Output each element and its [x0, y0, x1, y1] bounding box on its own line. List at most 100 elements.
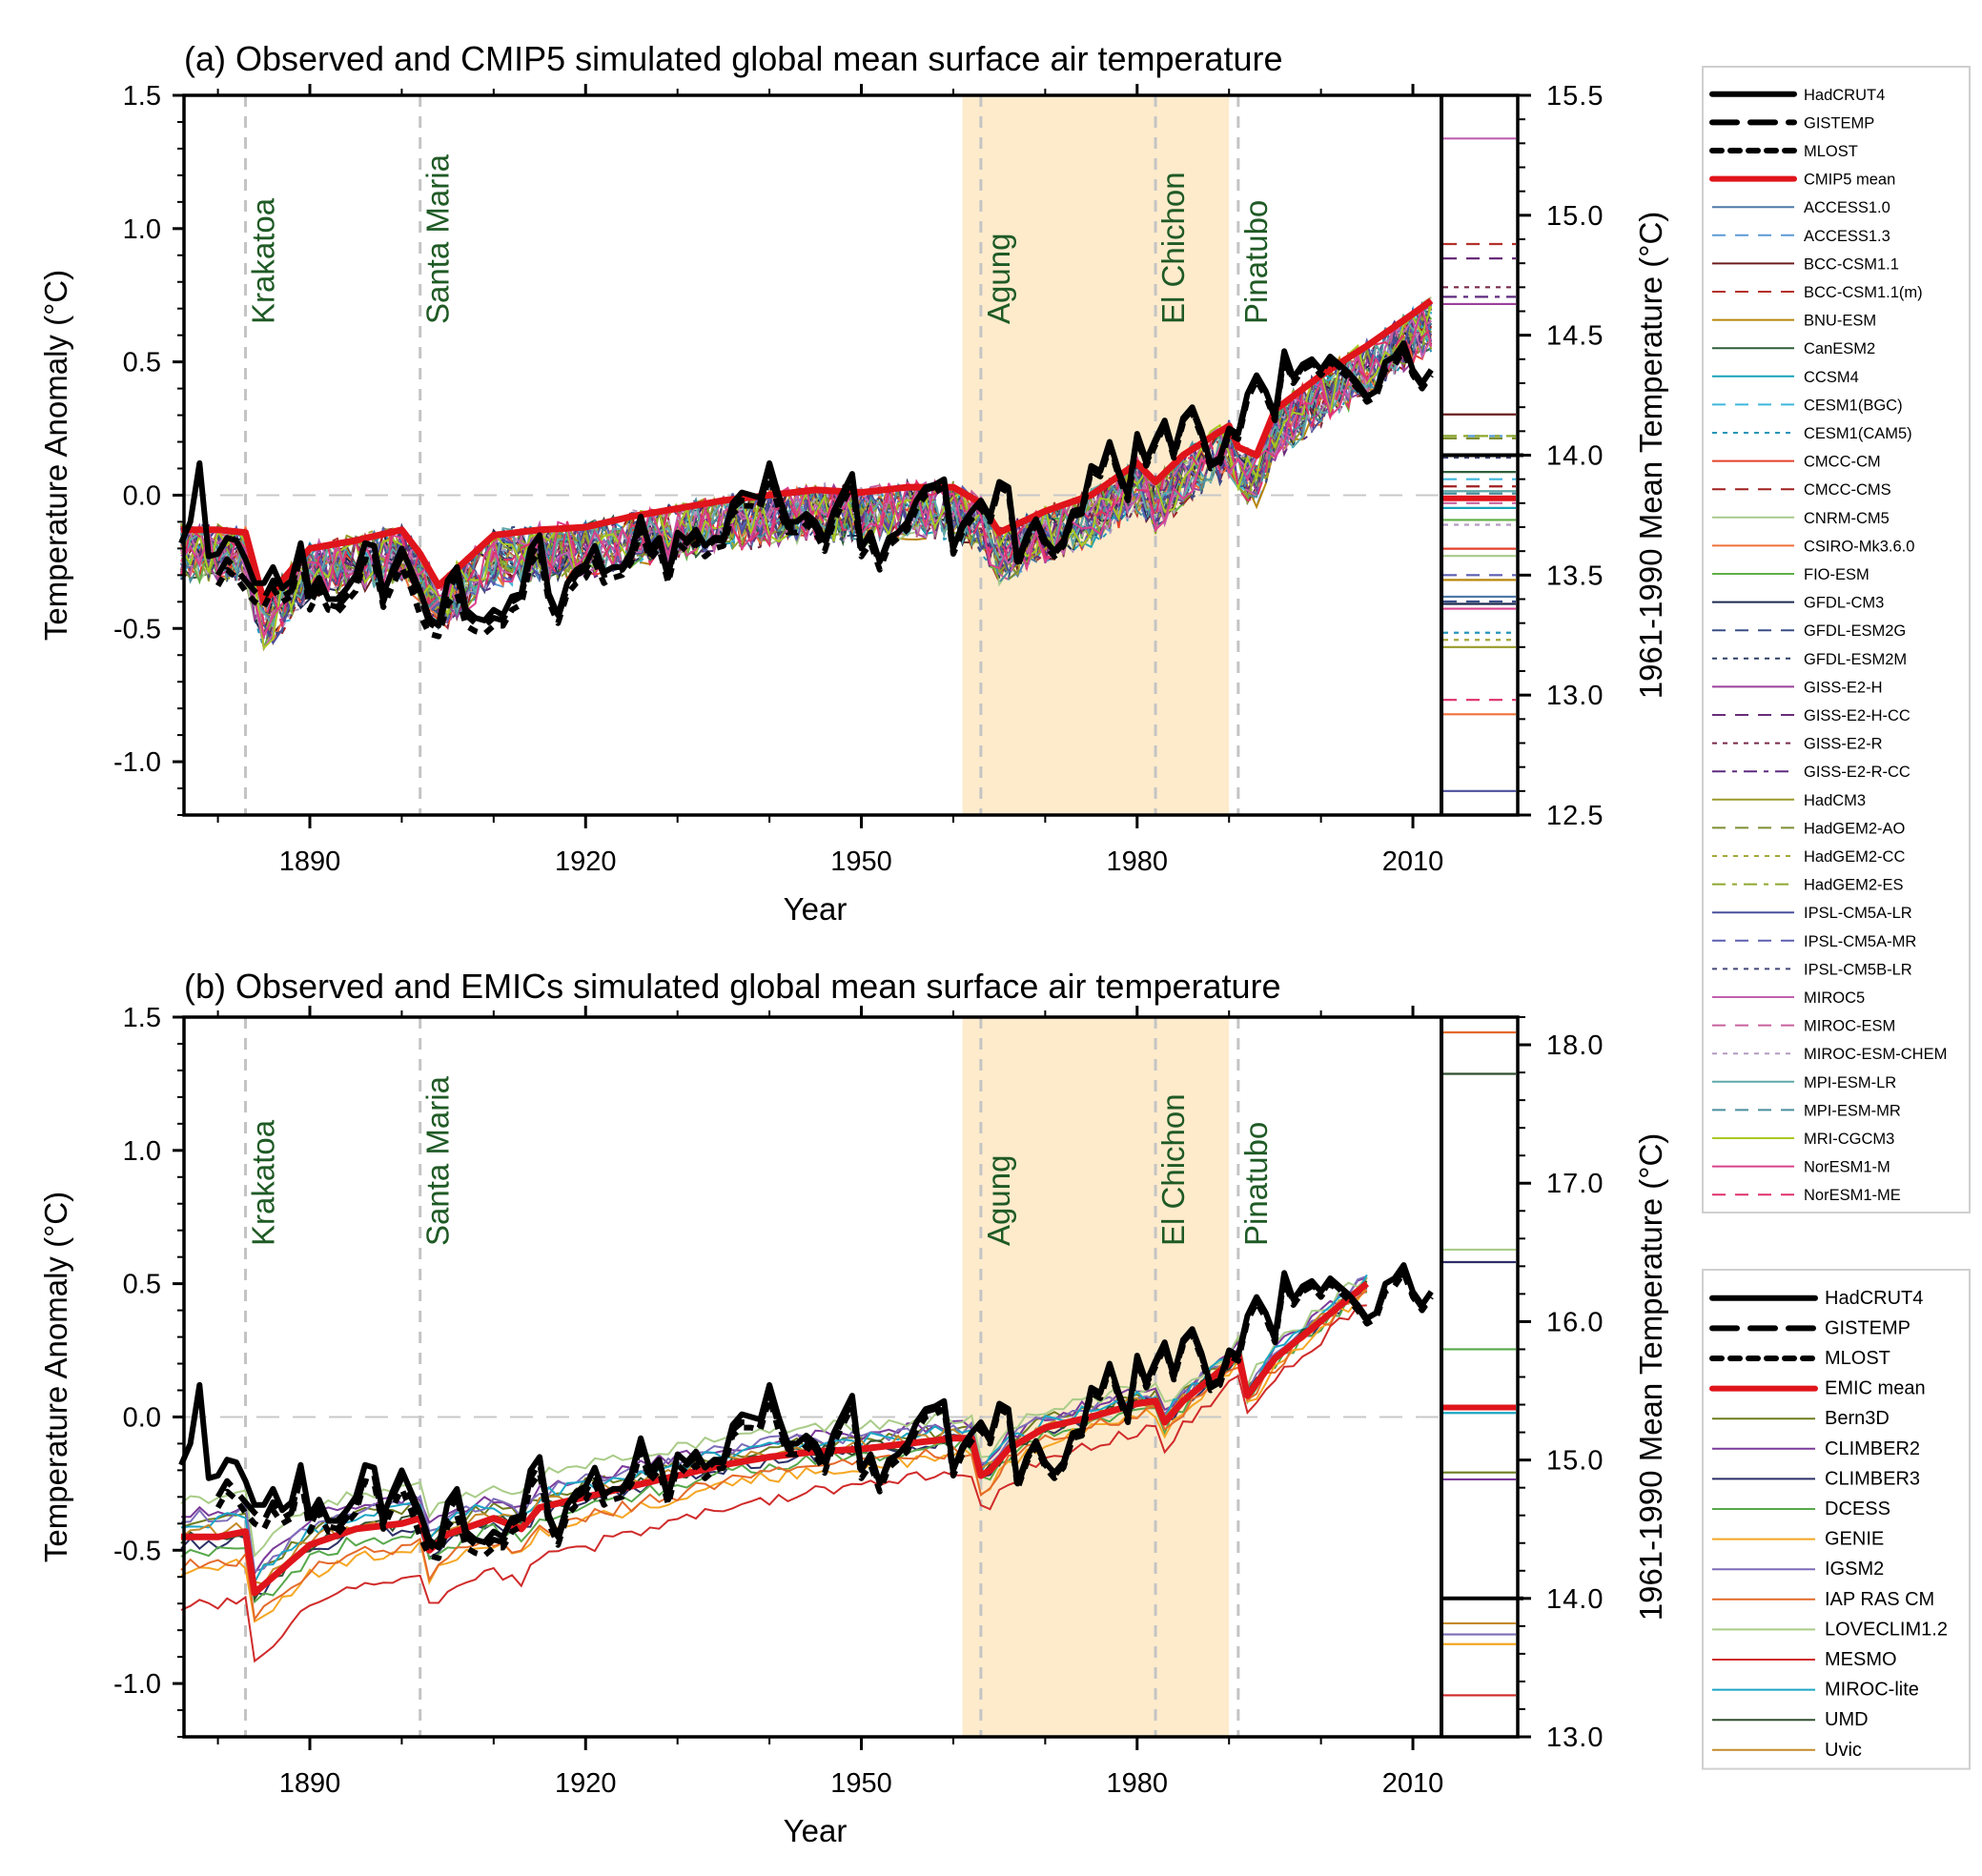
y-tick-label: 1.0: [123, 1136, 161, 1167]
legend-label: MLOST: [1825, 1348, 1890, 1369]
y-right-tick-label: 14.0: [1546, 441, 1604, 472]
legend-label: IPSL-CM5A-MR: [1804, 933, 1916, 950]
legend-label: CNRM-CM5: [1804, 510, 1890, 527]
legend-label: CESM1(CAM5): [1804, 425, 1912, 442]
volcano-label: Agung: [981, 1155, 1016, 1246]
legend-label: DCESS: [1825, 1499, 1890, 1519]
plot-frame: [182, 1015, 1520, 1739]
legend-label: MPI-ESM-LR: [1804, 1074, 1896, 1091]
legend-label: NorESM1-M: [1804, 1159, 1890, 1176]
volcano-label: El Chichon: [1155, 172, 1191, 324]
y-tick-label: -0.5: [113, 1536, 161, 1566]
legend-label: EMIC mean: [1825, 1378, 1926, 1399]
plot-frame: [182, 93, 1520, 817]
observed-series-mlost: [215, 348, 1434, 640]
legend-label: CanESM2: [1804, 340, 1875, 357]
x-axis-label: Year: [784, 1813, 848, 1848]
legend-label: ACCESS1.3: [1804, 228, 1890, 245]
model-series-line: [180, 308, 1433, 641]
legend-label: CCSM4: [1804, 369, 1859, 386]
y-right-tick-label: 15.0: [1546, 201, 1604, 232]
y-right-axis-label: 1961-1990 Mean Temperature (°C): [1633, 1133, 1668, 1621]
legend-label: NorESM1-ME: [1804, 1187, 1901, 1204]
legend-label: MIROC-ESM: [1804, 1018, 1895, 1035]
y-right-tick-label: 12.5: [1546, 801, 1604, 831]
volcano-label: Agung: [981, 234, 1016, 324]
legend-label: CLIMBER3: [1825, 1468, 1920, 1489]
y-tick-label: -1.0: [113, 1669, 161, 1700]
legend-label: CESM1(BGC): [1804, 397, 1903, 414]
legend-label: FIO-ESM: [1804, 566, 1870, 583]
legend-label: GISS-E2-H-CC: [1804, 707, 1910, 724]
climatology-strip-bg: [1441, 1017, 1518, 1737]
legend-label: MIROC5: [1804, 989, 1865, 1007]
legend-label: GENIE: [1825, 1529, 1884, 1550]
y-right-tick-label: 17.0: [1546, 1169, 1604, 1199]
y-tick-label: 1.5: [123, 81, 161, 112]
legend-label: LOVECLIM1.2: [1825, 1619, 1948, 1640]
legend-label: ACCESS1.0: [1804, 199, 1890, 216]
legend-label: BCC-CSM1.1: [1804, 255, 1899, 273]
y-tick-label: 1.5: [123, 1003, 161, 1033]
legend-label: HadGEM2-AO: [1804, 820, 1906, 837]
observed-series-hadcrut4: [178, 1262, 1434, 1551]
volcano-label: Krakatoa: [246, 197, 281, 324]
x-tick-label: 2010: [1382, 1768, 1444, 1799]
legend-label: HadCRUT4: [1804, 87, 1885, 104]
legend-label: HadCM3: [1804, 792, 1866, 809]
legend-box: [1702, 1269, 1971, 1770]
panel-a-title: (a) Observed and CMIP5 simulated global …: [184, 39, 1283, 78]
legend-label: GISS-E2-R-CC: [1804, 764, 1910, 781]
legend-label: Bern3D: [1825, 1408, 1890, 1429]
volcano-label: Pinatubo: [1238, 200, 1274, 324]
y-tick-label: 0.0: [123, 1402, 161, 1433]
y-axis-label: Temperature Anomaly (°C): [38, 270, 73, 641]
x-tick-label: 1980: [1107, 1768, 1169, 1799]
model-series-line: [180, 306, 1433, 640]
legend-label: GISTEMP: [1825, 1317, 1910, 1338]
legend-label: GFDL-CM3: [1804, 595, 1884, 612]
volcano-label: Krakatoa: [246, 1119, 281, 1246]
y-tick-label: -1.0: [113, 747, 161, 778]
y-right-tick-label: 15.5: [1546, 81, 1604, 112]
panel-a: (a) Observed and CMIP5 simulated global …: [38, 39, 1668, 927]
legend-label: CMCC-CMS: [1804, 481, 1891, 499]
observed-series-hadcrut4: [178, 340, 1434, 629]
legend-label: MLOST: [1804, 143, 1858, 160]
volcano-label: Pinatubo: [1238, 1122, 1274, 1246]
legend-label: MIROC-ESM-CHEM: [1804, 1046, 1947, 1063]
y-right-tick-label: 13.0: [1546, 1723, 1604, 1753]
legend-label: IAP RAS CM: [1825, 1589, 1934, 1610]
model-series-line: [180, 1285, 1368, 1623]
legend-label: MRI-CGCM3: [1804, 1131, 1894, 1148]
x-axis-label: Year: [784, 891, 848, 927]
legend-label: HadGEM2-CC: [1804, 848, 1905, 866]
y-right-tick-label: 15.0: [1546, 1446, 1604, 1477]
x-tick-label: 1920: [555, 846, 617, 877]
legend-label: Uvic: [1825, 1740, 1862, 1761]
y-axis-label: Temperature Anomaly (°C): [38, 1192, 73, 1562]
y-tick-label: 1.0: [123, 214, 161, 245]
y-right-tick-label: 16.0: [1546, 1307, 1604, 1337]
legend-label: IPSL-CM5A-LR: [1804, 905, 1912, 922]
x-tick-label: 1890: [279, 846, 341, 877]
y-tick-label: 0.0: [123, 480, 161, 511]
legend-label: CSIRO-Mk3.6.0: [1804, 538, 1914, 555]
x-tick-label: 1890: [279, 1768, 341, 1799]
y-right-tick-label: 13.5: [1546, 561, 1604, 591]
legend-label: GISS-E2-H: [1804, 679, 1883, 696]
legend-label: UMD: [1825, 1709, 1869, 1730]
x-tick-label: 1920: [555, 1768, 617, 1799]
ensemble-mean-line: [181, 297, 1434, 605]
legend-label: CMCC-CM: [1804, 454, 1881, 471]
y-tick-label: 0.5: [123, 1270, 161, 1300]
reference-period-shading: [962, 1017, 1230, 1737]
legend-label: CMIP5 mean: [1804, 172, 1895, 189]
legend-label: BNU-ESM: [1804, 313, 1876, 330]
ensemble-mean-line: [181, 1280, 1370, 1597]
legend-label: GISTEMP: [1804, 114, 1874, 132]
x-tick-label: 1980: [1107, 846, 1169, 877]
y-right-tick-label: 13.0: [1546, 681, 1604, 711]
legend-label: BCC-CSM1.1(m): [1804, 284, 1923, 301]
